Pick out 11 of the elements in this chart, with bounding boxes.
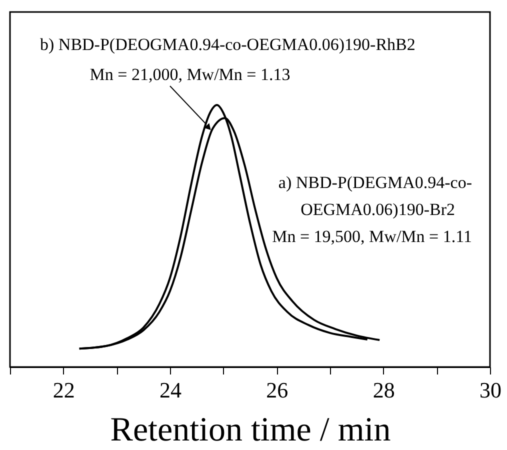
x-axis-title: Retention time / min: [110, 412, 391, 448]
text: b) NBD-P(DEOGMA0.94-co-OEGMA0.06)190-RhB2: [40, 35, 416, 54]
x-tick-label: 24: [160, 378, 182, 402]
x-tick-label: 22: [52, 378, 75, 402]
x-tick-label: 30: [480, 378, 502, 402]
annotation: Mn = 19,500, Mw/Mn = 1.11: [272, 227, 472, 246]
text: Mn = 21,000, Mw/Mn = 1.13: [90, 65, 290, 84]
x-tick-label: 26: [266, 378, 288, 402]
annotation: OEGMA0.06)190-Br2: [300, 200, 455, 219]
annotation: a) NBD-P(DEGMA0.94-co-: [278, 173, 472, 192]
x-tick-label: 28: [372, 378, 395, 402]
